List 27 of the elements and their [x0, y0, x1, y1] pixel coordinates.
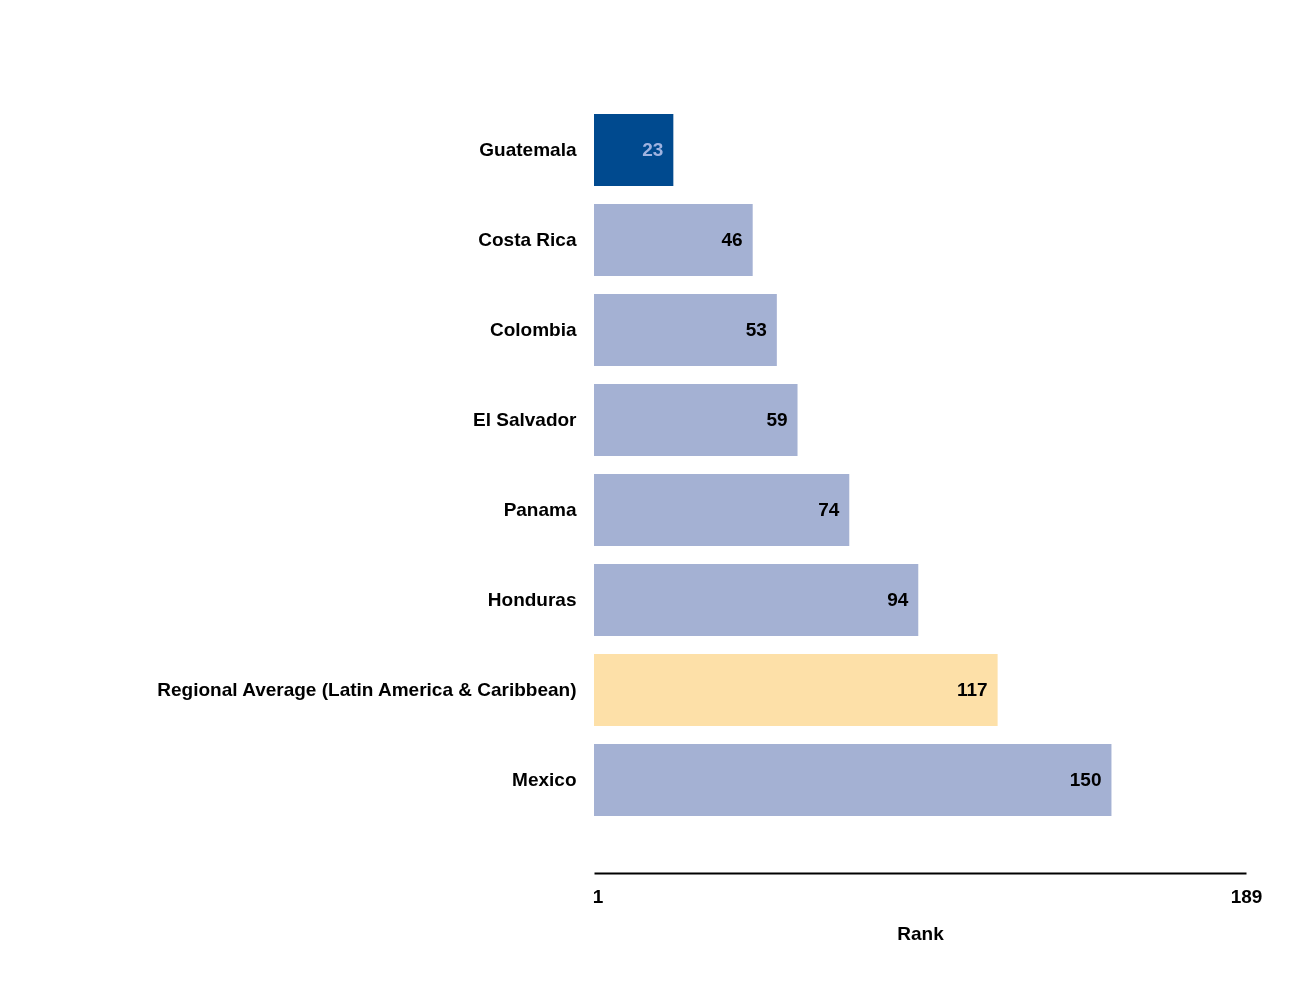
bar — [594, 384, 798, 456]
bar — [594, 204, 753, 276]
bar — [594, 114, 674, 186]
y-tick-label: Panama — [503, 499, 577, 520]
bar — [594, 294, 777, 366]
y-tick-label: Regional Average (Latin America & Caribbean) — [157, 679, 577, 700]
bar — [594, 564, 919, 636]
data-label: 150 — [1069, 769, 1102, 790]
data-label: 117 — [956, 679, 988, 700]
data-label: 59 — [766, 409, 788, 430]
y-tick-label: Mexico — [512, 769, 577, 790]
y-tick-label: Costa Rica — [478, 229, 577, 250]
bar — [594, 474, 850, 546]
y-tick-label: Honduras — [487, 589, 577, 610]
data-label: 94 — [887, 589, 909, 610]
y-tick-label: El Salvador — [473, 409, 578, 430]
data-label: 23 — [642, 139, 664, 160]
x-axis-title: Rank — [897, 922, 945, 944]
y-tick-label: Guatemala — [479, 139, 577, 160]
data-label: 74 — [818, 499, 840, 520]
data-label: 46 — [721, 229, 743, 250]
bar — [594, 654, 998, 726]
bar — [594, 744, 1112, 816]
x-tick-label: 189 — [1230, 885, 1263, 907]
y-tick-label: Colombia — [489, 319, 577, 340]
x-tick-label: 1 — [592, 885, 604, 907]
data-label: 53 — [745, 319, 767, 340]
